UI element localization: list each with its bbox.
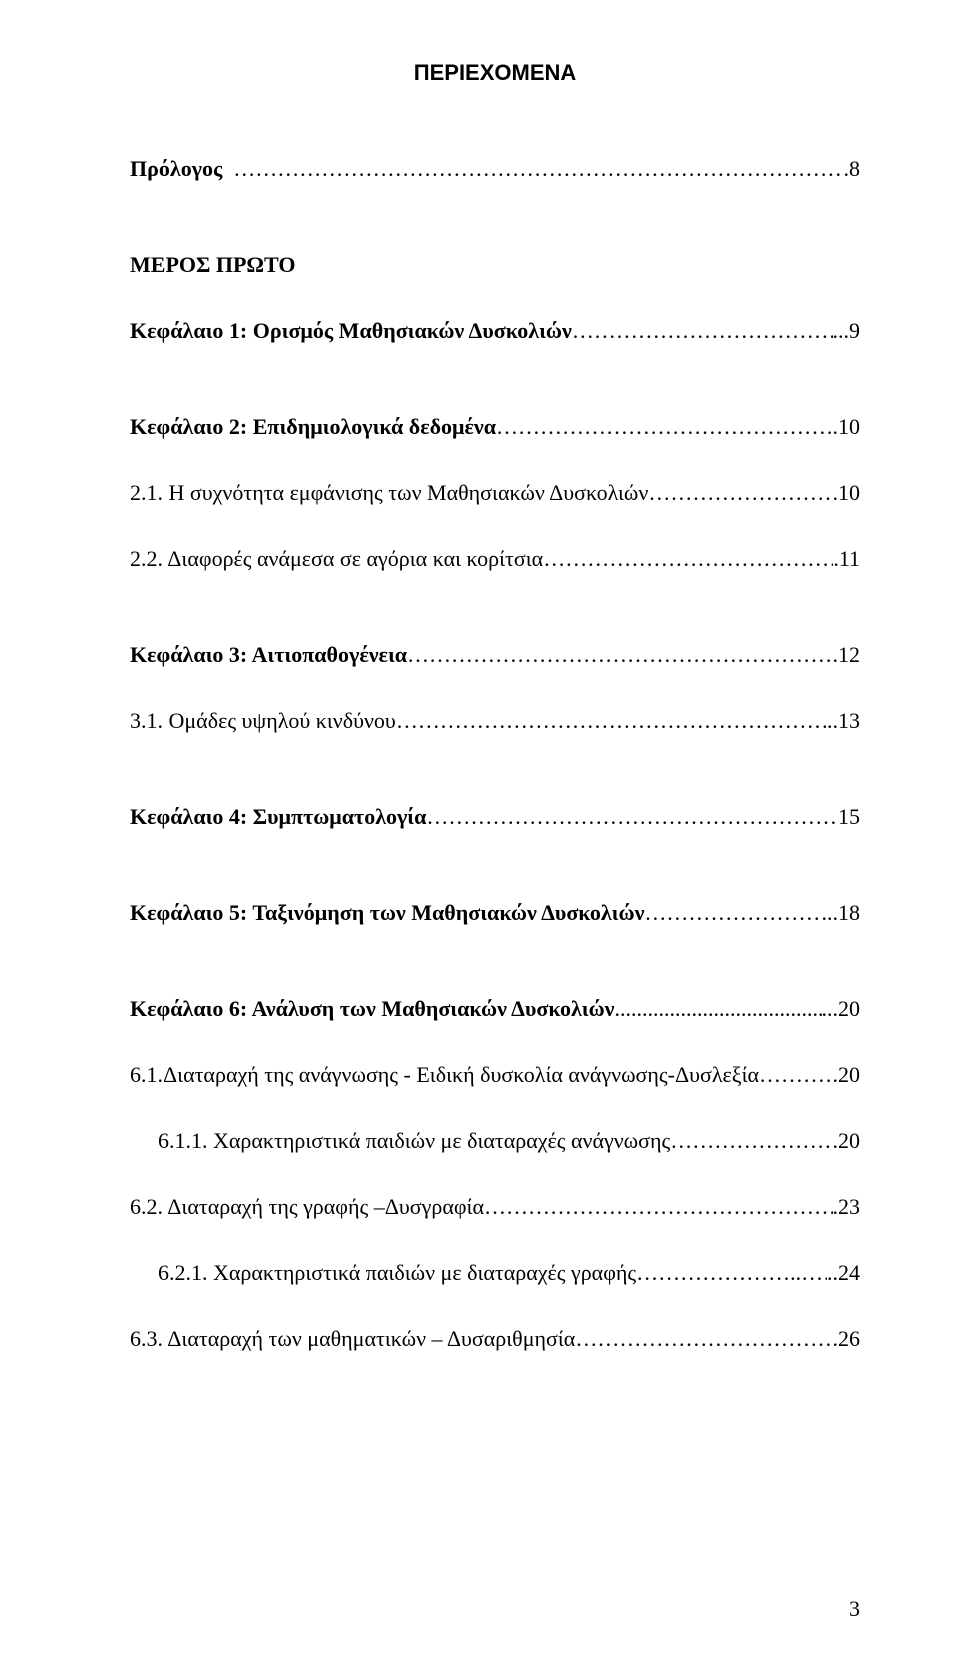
leader-dots: ……………………………………………………………………………………… xyxy=(670,1128,838,1154)
toc-entry-prologue: Πρόλογος …………………………………………………………………………………… xyxy=(130,156,860,182)
leader-dots: ……………………………………………………………………………………… xyxy=(484,1194,833,1220)
toc-entry-ch2: Κεφάλαιο 2: Επιδημιολογικά δεδομένα …………… xyxy=(130,414,860,440)
toc-page: .12 xyxy=(833,642,861,668)
toc-page: ..24 xyxy=(827,1260,860,1286)
toc-entry-ch6-s61: 6.1.Διαταραχή της ανάγνωσης - Ειδική δυσ… xyxy=(130,1062,860,1088)
toc-entry-ch2-s1: 2.1. Η συχνότητα εμφάνισης των Μαθησιακώ… xyxy=(130,480,860,506)
toc-entry-ch5: Κεφάλαιο 5: Ταξινόμηση των Μαθησιακών Δυ… xyxy=(130,900,860,926)
toc-page: .10 xyxy=(833,414,861,440)
leader-dots: ………………………………………………………................. xyxy=(572,318,833,344)
toc-label: 2.1. Η συχνότητα εμφάνισης των Μαθησιακώ… xyxy=(130,480,648,506)
toc-entry-ch6: Κεφάλαιο 6: Ανάλυση των Μαθησιακών Δυσκο… xyxy=(130,996,860,1022)
toc-entry-ch3: Κεφάλαιο 3: Αιτιοπαθογένεια ………………………………… xyxy=(130,642,860,668)
toc-page: ...20 xyxy=(822,996,861,1022)
leader-dots: ……………………………………………………………………………………… xyxy=(496,414,833,440)
part-label: ΜΕΡΟΣ ΠΡΩΤΟ xyxy=(130,252,295,277)
leader-dots: ……………………………………………………………………………………… xyxy=(543,546,833,572)
toc-page: .20 xyxy=(833,1062,861,1088)
toc-label: Κεφάλαιο 5: Ταξινόμηση των Μαθησιακών Δυ… xyxy=(130,900,644,925)
toc-label: Κεφάλαιο 1: Ορισμός Μαθησιακών Δυσκολιών xyxy=(130,318,572,343)
page-number: 3 xyxy=(849,1596,860,1622)
toc-entry-ch1: Κεφάλαιο 1: Ορισμός Μαθησιακών Δυσκολιών… xyxy=(130,318,860,344)
toc-entry-ch6-s62: 6.2. Διαταραχή της γραφής –Δυσγραφία ………… xyxy=(130,1194,860,1220)
toc-label: 6.2. Διαταραχή της γραφής –Δυσγραφία xyxy=(130,1194,484,1220)
leader-dots: ……………………………………………………………………………………… xyxy=(648,480,832,506)
toc-page: 15 xyxy=(838,804,860,830)
toc-page: ...18 xyxy=(822,900,861,926)
toc-page: 20 xyxy=(838,1128,860,1154)
toc-label: Πρόλογος xyxy=(130,156,222,181)
toc-label: Κεφάλαιο 4: Συμπτωματολογία xyxy=(130,804,426,829)
part-heading: ΜΕΡΟΣ ΠΡΩΤΟ xyxy=(130,252,860,278)
toc-entry-ch6-s63: 6.3. Διαταραχή των μαθηματικών – Δυσαριθ… xyxy=(130,1326,860,1352)
leader-dots: ……………………………………………………………………………………… xyxy=(759,1062,832,1088)
leader-dots: ……………………………………………………………………………………… xyxy=(233,156,843,182)
leader-dots: ……………………………………………………………………………………… xyxy=(407,642,832,668)
leader-dots: ……………………………………………………………………………………… xyxy=(426,804,838,830)
toc-label: Κεφάλαιο 6: Ανάλυση των Μαθησιακών Δυσκο… xyxy=(130,996,614,1021)
toc-entry-ch3-s1: 3.1. Ομάδες υψηλού κινδύνου ………………………………… xyxy=(130,708,860,734)
toc-page: .10 xyxy=(833,480,861,506)
toc-entry-ch6-s611: 6.1.1. Χαρακτηριστικά παιδιών με διαταρα… xyxy=(130,1128,860,1154)
toc-page: .23 xyxy=(833,1194,861,1220)
leader-dots: ……………………………………………………………………………………… xyxy=(575,1326,832,1352)
toc-entry-ch6-s621: 6.2.1. Χαρακτηριστικά παιδιών με διαταρα… xyxy=(130,1260,860,1286)
toc-page: ...9 xyxy=(833,318,861,344)
toc-label: Κεφάλαιο 3: Αιτιοπαθογένεια xyxy=(130,642,407,667)
toc-page: ..13 xyxy=(827,708,860,734)
leader-dots: ........................................… xyxy=(614,996,821,1022)
toc-entry-ch2-s2: 2.2. Διαφορές ανάμεσα σε αγόρια και κορί… xyxy=(130,546,860,572)
toc-label: 6.2.1. Χαρακτηριστικά παιδιών με διαταρα… xyxy=(158,1260,636,1286)
toc-label: 6.1.1. Χαρακτηριστικά παιδιών με διαταρα… xyxy=(158,1128,670,1154)
page-title: ΠΕΡΙΕΧΟΜΕΝΑ xyxy=(130,60,860,86)
leader-dots: ……………………………………………………………………………………… xyxy=(644,900,821,926)
toc-page: .26 xyxy=(833,1326,861,1352)
toc-page: .11 xyxy=(833,546,860,572)
toc-label: 6.1.Διαταραχή της ανάγνωσης - Ειδική δυσ… xyxy=(130,1062,759,1088)
toc-label: 6.3. Διαταραχή των μαθηματικών – Δυσαριθ… xyxy=(130,1326,575,1352)
toc-label: 3.1. Ομάδες υψηλού κινδύνου xyxy=(130,708,396,734)
toc-label: Κεφάλαιο 2: Επιδημιολογικά δεδομένα xyxy=(130,414,496,439)
toc-label: 2.2. Διαφορές ανάμεσα σε αγόρια και κορί… xyxy=(130,546,543,572)
toc-entry-ch4: Κεφάλαιο 4: Συμπτωματολογία ………………………………… xyxy=(130,804,860,830)
toc-page: .8 xyxy=(844,156,861,182)
leader-dots: …………………..……… xyxy=(636,1260,827,1286)
leader-dots: ……………………………………………………………………………………… xyxy=(396,708,827,734)
